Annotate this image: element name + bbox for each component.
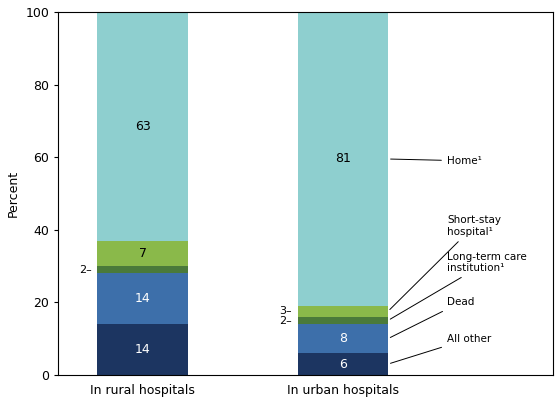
Text: 2–: 2– — [79, 265, 91, 275]
Bar — [298, 317, 388, 324]
Bar — [298, 353, 388, 375]
Bar — [97, 12, 188, 241]
Text: 14: 14 — [134, 292, 151, 305]
Bar — [97, 274, 188, 324]
Text: 8: 8 — [339, 332, 347, 345]
Bar — [298, 306, 388, 317]
Text: 6: 6 — [339, 358, 347, 370]
Bar — [97, 324, 188, 375]
Bar — [97, 241, 188, 266]
Text: Home¹: Home¹ — [391, 156, 482, 166]
Text: 3–: 3– — [279, 307, 292, 316]
Text: Long-term care
institution¹: Long-term care institution¹ — [390, 252, 526, 319]
Text: 81: 81 — [335, 152, 351, 166]
Text: 2–: 2– — [279, 316, 292, 326]
Y-axis label: Percent: Percent — [7, 170, 20, 217]
Text: 14: 14 — [134, 343, 151, 356]
Bar — [97, 266, 188, 274]
Bar — [298, 324, 388, 353]
Text: All other: All other — [390, 334, 491, 363]
Text: Dead: Dead — [390, 297, 474, 337]
Text: 63: 63 — [134, 120, 151, 133]
Text: 7: 7 — [138, 247, 147, 260]
Text: Short-stay
hospital¹: Short-stay hospital¹ — [390, 215, 501, 309]
Bar — [298, 12, 388, 306]
